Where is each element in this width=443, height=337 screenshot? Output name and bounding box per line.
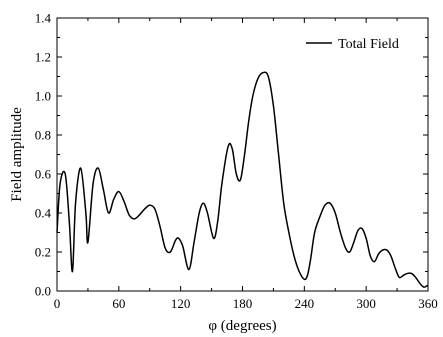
legend-label-total-field: Total Field (338, 37, 399, 52)
x-tick-label: 0 (54, 296, 61, 311)
y-tick-label: 0.0 (35, 284, 51, 299)
y-axis: 0.0 0.2 0.4 0.6 0.8 1.0 1.2 1.4 (35, 11, 428, 299)
plot-frame (56, 17, 429, 292)
plot-area: 0 60 120 180 240 300 360 0.0 0.2 0.4 0.6 0.8 1.0 1.2… (35, 11, 438, 312)
x-tick-label: 180 (233, 296, 253, 311)
y-tick-label: 1.4 (35, 11, 52, 26)
x-tick-label: 300 (356, 296, 376, 311)
y-tick-label: 0.2 (35, 245, 51, 260)
y-tick-label: 1.0 (35, 89, 51, 104)
x-axis: 0 60 120 180 240 300 360 (54, 18, 438, 311)
y-tick-label: 1.2 (35, 50, 51, 65)
y-tick-label: 0.4 (35, 206, 52, 221)
y-tick-label: 0.6 (35, 167, 52, 182)
y-tick-label: 0.8 (35, 128, 51, 143)
legend: Total Field (306, 37, 399, 52)
y-axis-title: Field amplitude (9, 107, 25, 202)
x-tick-label: 60 (112, 296, 125, 311)
series-line-total-field (56, 71, 429, 288)
x-axis-title: φ (degrees) (208, 318, 276, 334)
x-tick-label: 240 (295, 296, 315, 311)
x-tick-label: 360 (418, 296, 438, 311)
x-tick-label: 120 (171, 296, 191, 311)
